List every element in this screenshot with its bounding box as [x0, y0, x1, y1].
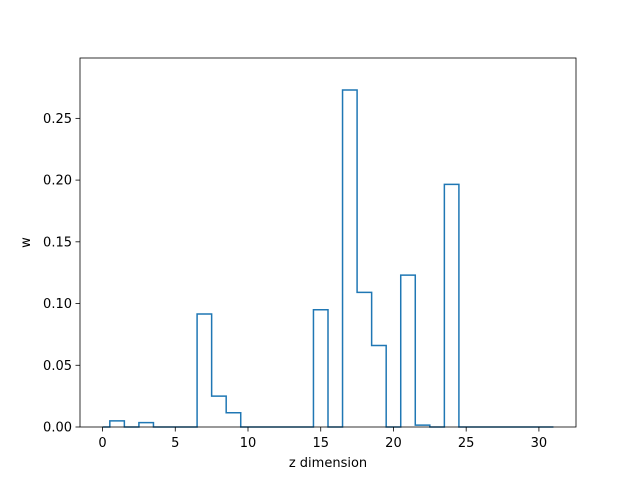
x-tick-label: 0: [98, 436, 106, 451]
x-tick-label: 15: [312, 436, 329, 451]
y-axis-label: w: [19, 237, 34, 248]
y-tick-label: 0.10: [43, 297, 72, 312]
x-axis-ticks: 0 5 10 15 20 25 30: [98, 427, 547, 451]
x-tick-label: 25: [458, 436, 475, 451]
x-tick-label: 10: [240, 436, 257, 451]
x-tick-label: 30: [531, 436, 548, 451]
y-tick-label: 0.25: [43, 112, 72, 127]
y-tick-label: 0.20: [43, 174, 72, 189]
y-tick-label: 0.15: [43, 235, 72, 250]
y-tick-label: 0.05: [43, 359, 72, 374]
x-tick-label: 5: [171, 436, 179, 451]
y-tick-label: 0.00: [43, 421, 72, 436]
y-axis-ticks: 0.00 0.05 0.10 0.15 0.20 0.25: [43, 112, 80, 436]
x-axis-label: z dimension: [289, 456, 367, 471]
x-tick-label: 20: [385, 436, 402, 451]
axes-frame: [79, 57, 577, 428]
